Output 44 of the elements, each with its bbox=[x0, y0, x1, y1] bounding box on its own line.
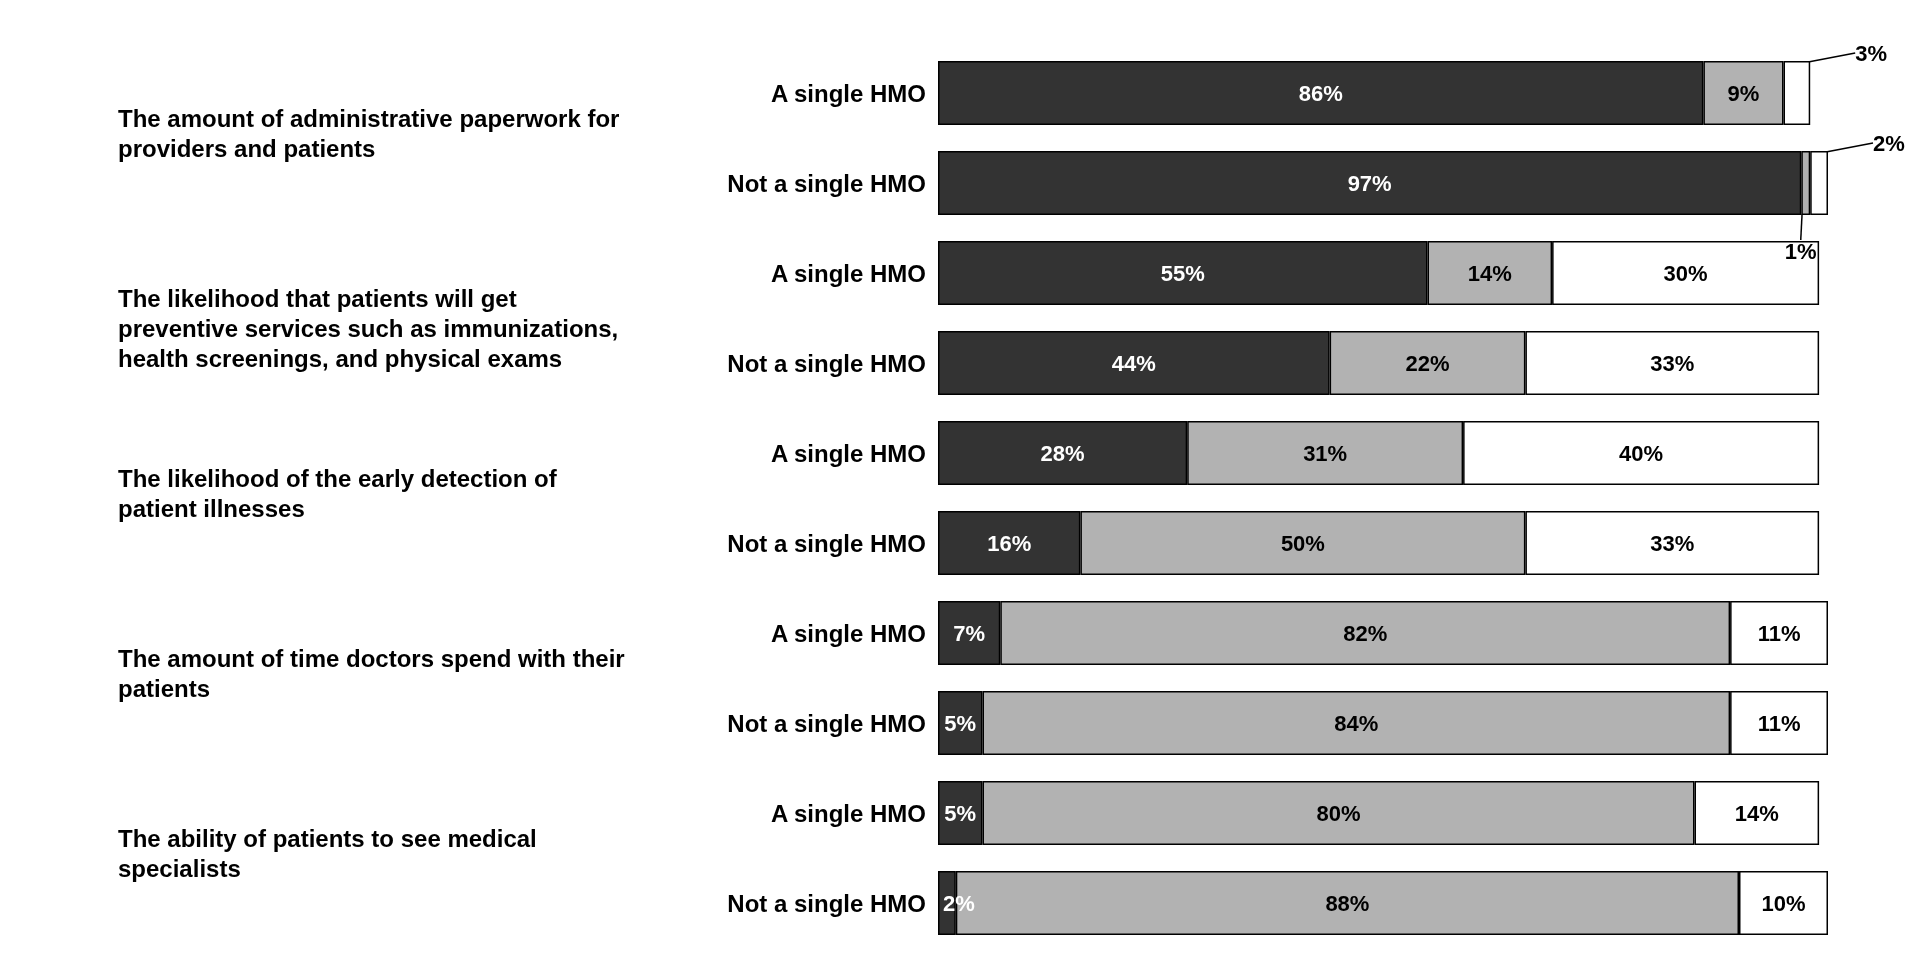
data-label: 22% bbox=[1405, 350, 1450, 376]
y-tick-label: Not a single HMO bbox=[727, 169, 926, 197]
data-label: 33% bbox=[1650, 530, 1695, 556]
data-label: 14% bbox=[1734, 800, 1779, 826]
text: The amount of time doctors spend with their patients bbox=[118, 644, 632, 702]
y-tick-label: A single HMO bbox=[770, 439, 926, 467]
data-label: 97% bbox=[1347, 170, 1392, 196]
y-tick-label: A single HMO bbox=[770, 799, 926, 827]
data-label: 33% bbox=[1650, 350, 1695, 376]
data-label: 5% bbox=[944, 800, 977, 826]
data-label: 16% bbox=[987, 530, 1032, 556]
data-label: 10% bbox=[1761, 890, 1806, 916]
data-label: 82% bbox=[1343, 620, 1388, 646]
data-label: 28% bbox=[1040, 440, 1085, 466]
data-label: 11% bbox=[1757, 710, 1801, 736]
data-label: 1% bbox=[1784, 238, 1817, 264]
data-label: 31% bbox=[1303, 440, 1348, 466]
data-label: 9% bbox=[1727, 80, 1760, 106]
data-label: 40% bbox=[1619, 440, 1664, 466]
data-label: 44% bbox=[1111, 350, 1156, 376]
text: The ability of patients to see medical specialists bbox=[118, 824, 544, 882]
data-label: 7% bbox=[953, 620, 986, 646]
data-label: 5% bbox=[944, 710, 977, 736]
data-label: 50% bbox=[1280, 530, 1325, 556]
y-tick-label: Not a single HMO bbox=[727, 529, 926, 557]
data-label: 11% bbox=[1757, 620, 1801, 646]
data-label: 30% bbox=[1663, 260, 1708, 286]
y-tick-label: A single HMO bbox=[770, 79, 926, 107]
y-tick-label: Not a single HMO bbox=[727, 889, 926, 917]
text: The likelihood that patients will get preventive services such as immunizations, health screenings, and physical exams bbox=[118, 284, 625, 372]
y-tick-label: A single HMO bbox=[770, 619, 926, 647]
data-label: 80% bbox=[1316, 800, 1361, 826]
y-tick-label: Not a single HMO bbox=[727, 709, 926, 737]
data-label: 55% bbox=[1160, 260, 1205, 286]
data-label: 84% bbox=[1334, 710, 1379, 736]
data-label: 88% bbox=[1325, 890, 1370, 916]
data-label: 86% bbox=[1298, 80, 1343, 106]
text: The likelihood of the early detection of patient illnesses bbox=[118, 464, 564, 522]
data-label: 3% bbox=[1855, 40, 1887, 66]
text: The amount of administrative paperwork for providers and patients bbox=[118, 104, 627, 162]
data-label: 14% bbox=[1467, 260, 1512, 286]
y-tick-label: Not a single HMO bbox=[727, 349, 926, 377]
data-label: 2% bbox=[1873, 130, 1905, 156]
y-tick-label: A single HMO bbox=[770, 259, 926, 287]
